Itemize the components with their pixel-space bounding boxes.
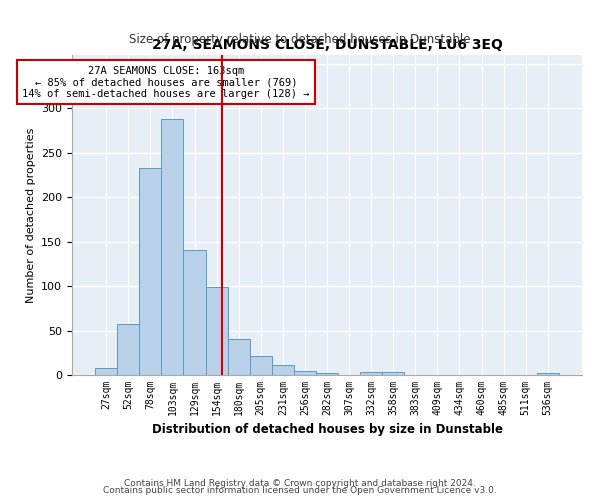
Title: 27A, SEAMONS CLOSE, DUNSTABLE, LU6 3EQ: 27A, SEAMONS CLOSE, DUNSTABLE, LU6 3EQ (152, 38, 502, 52)
Bar (95, 368, 117, 375)
Bar (316, 373, 338, 375)
Bar (294, 370, 316, 375)
Text: Size of property relative to detached houses in Dunstable: Size of property relative to detached ho… (129, 32, 471, 46)
Bar (117, 324, 139, 375)
Bar (227, 340, 250, 375)
Bar (206, 287, 227, 375)
Text: Contains public sector information licensed under the Open Government Licence v3: Contains public sector information licen… (103, 486, 497, 495)
Bar (161, 119, 184, 375)
Bar (184, 250, 206, 375)
Bar (250, 356, 272, 375)
Bar (360, 372, 382, 375)
Bar (382, 372, 404, 375)
Bar (139, 168, 161, 375)
Text: 27A SEAMONS CLOSE: 163sqm
← 85% of detached houses are smaller (769)
14% of semi: 27A SEAMONS CLOSE: 163sqm ← 85% of detac… (22, 66, 310, 99)
Bar (272, 365, 294, 375)
Text: Contains HM Land Registry data © Crown copyright and database right 2024.: Contains HM Land Registry data © Crown c… (124, 478, 476, 488)
Y-axis label: Number of detached properties: Number of detached properties (26, 128, 35, 302)
X-axis label: Distribution of detached houses by size in Dunstable: Distribution of detached houses by size … (151, 424, 503, 436)
Bar (537, 373, 559, 375)
